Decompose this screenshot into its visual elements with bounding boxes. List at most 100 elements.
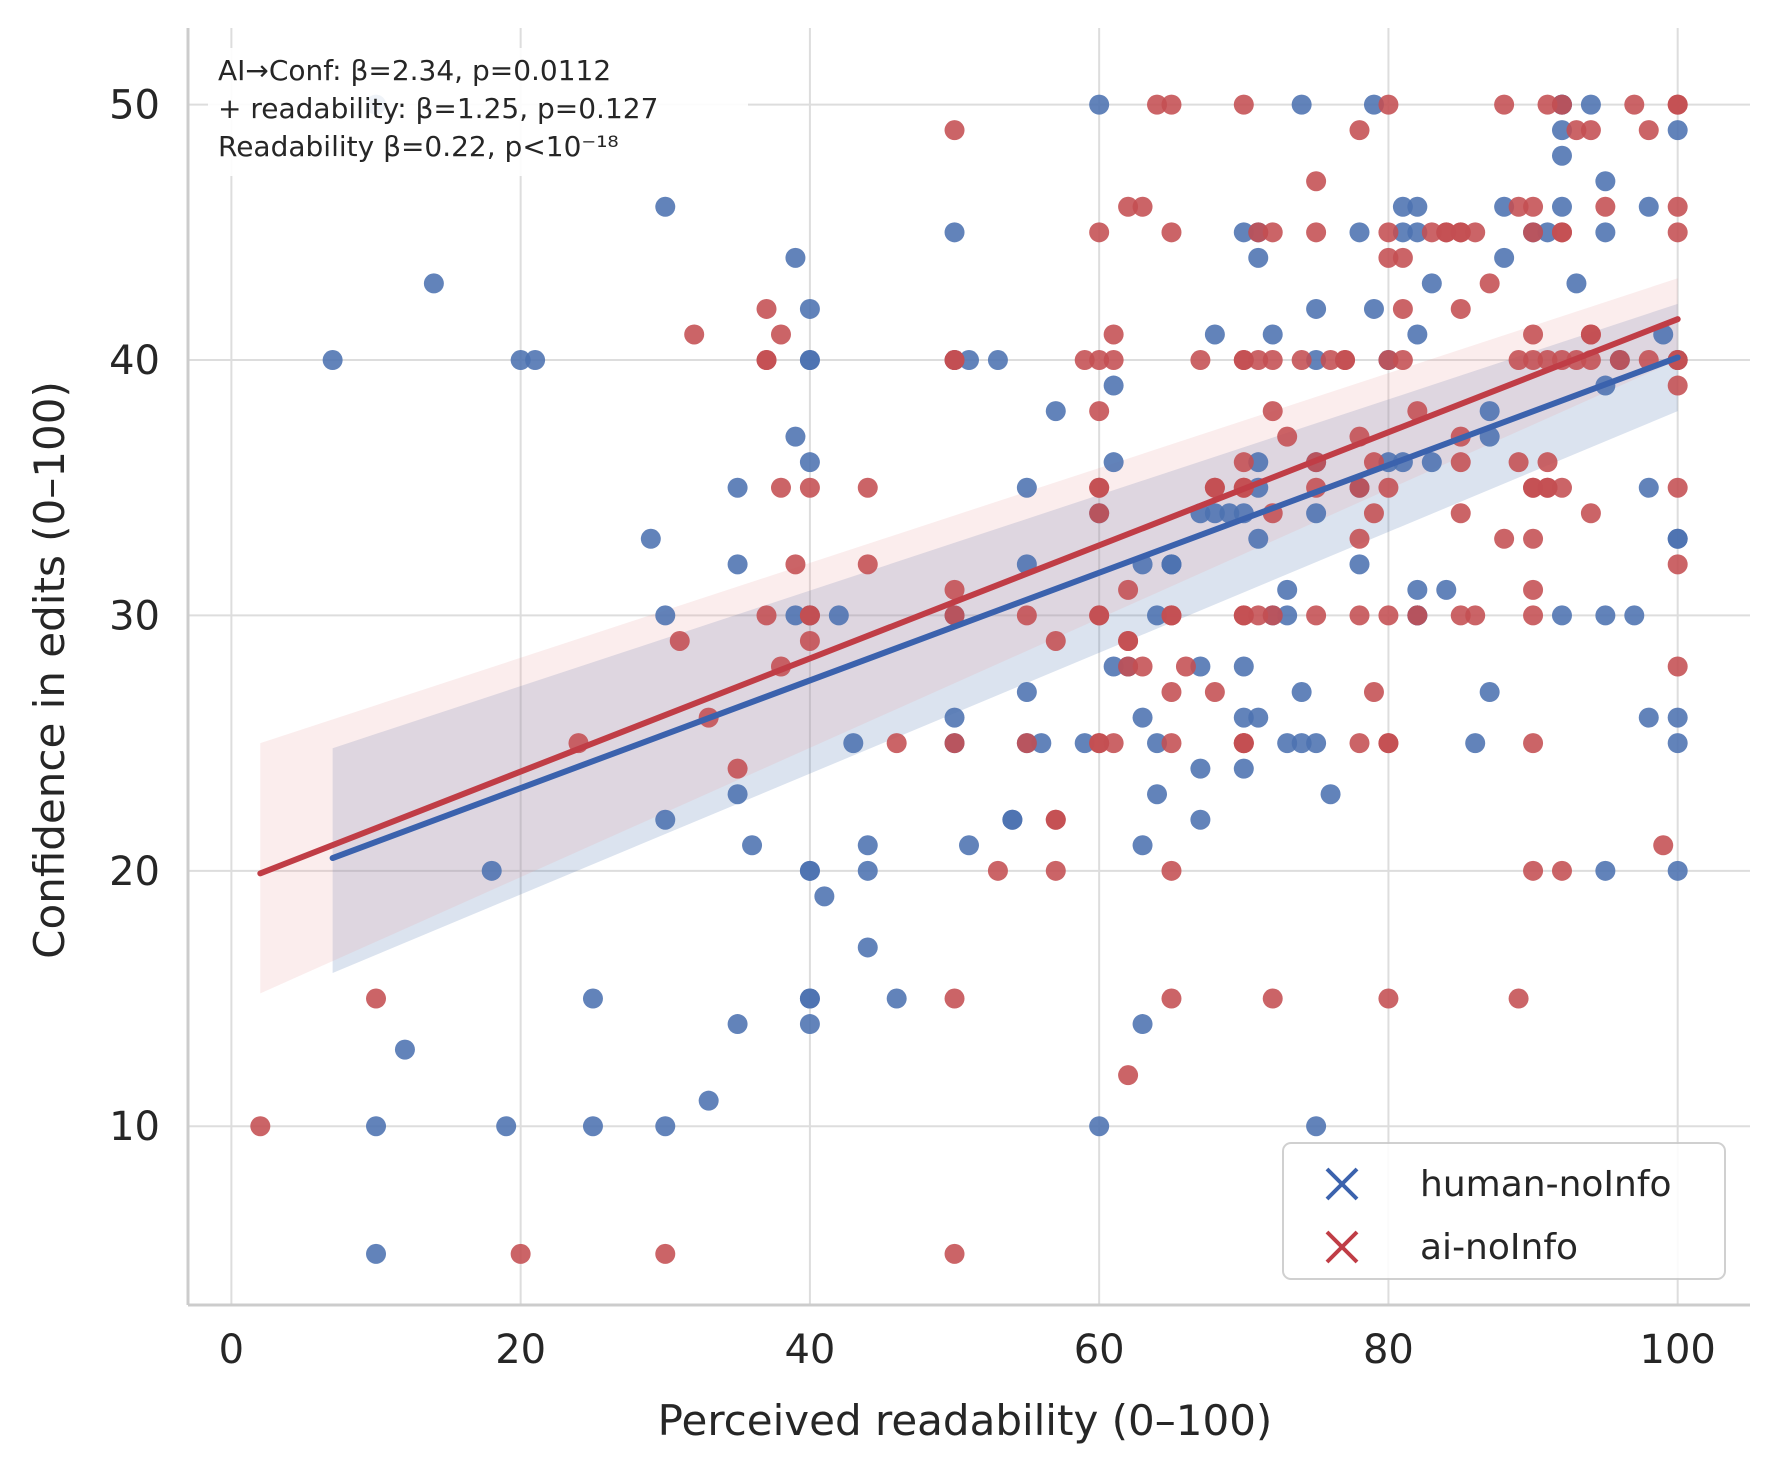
- point-human-noInfo: [1363, 298, 1384, 319]
- point-human-noInfo: [1132, 707, 1153, 728]
- point-ai-noInfo: [1378, 477, 1399, 498]
- point-ai-noInfo: [1537, 94, 1558, 115]
- point-human-noInfo: [1248, 707, 1269, 728]
- regression-line-human-noInfo: [329, 354, 1681, 862]
- point-human-noInfo: [1537, 222, 1558, 243]
- point-ai-noInfo: [1667, 375, 1688, 396]
- confidence-band-human-noInfo: [332, 303, 1678, 973]
- point-ai-noInfo: [1089, 503, 1110, 524]
- point-human-noInfo: [1233, 222, 1254, 243]
- point-human-noInfo: [582, 1116, 603, 1137]
- x-tick-label: 20: [495, 1327, 546, 1373]
- point-human-noInfo: [1595, 860, 1616, 881]
- point-ai-noInfo: [655, 1243, 676, 1264]
- point-human-noInfo: [1566, 273, 1587, 294]
- point-human-noInfo: [1349, 554, 1370, 575]
- point-ai-noInfo: [1118, 579, 1139, 600]
- point-ai-noInfo: [1089, 401, 1110, 422]
- point-human-noInfo: [742, 835, 763, 856]
- point-human-noInfo: [1204, 324, 1225, 345]
- point-ai-noInfo: [799, 630, 820, 651]
- point-ai-noInfo: [1551, 94, 1572, 115]
- point-ai-noInfo: [799, 477, 820, 498]
- point-human-noInfo: [1277, 605, 1298, 626]
- annotation-box: AI→Conf: β=2.34, p=0.0112 + readability:…: [208, 48, 748, 176]
- point-human-noInfo: [1248, 452, 1269, 473]
- point-human-noInfo: [1421, 273, 1442, 294]
- point-human-noInfo: [1190, 758, 1211, 779]
- legend-label-human-noInfo: human-noInfo: [1420, 1164, 1672, 1205]
- point-human-noInfo: [582, 988, 603, 1009]
- point-ai-noInfo: [1233, 733, 1254, 754]
- point-ai-noInfo: [1161, 222, 1182, 243]
- point-ai-noInfo: [770, 477, 791, 498]
- point-human-noInfo: [1248, 528, 1269, 549]
- point-human-noInfo: [1074, 733, 1095, 754]
- point-ai-noInfo: [1147, 94, 1168, 115]
- point-human-noInfo: [1551, 145, 1572, 166]
- point-ai-noInfo: [1089, 477, 1110, 498]
- point-ai-noInfo: [1407, 605, 1428, 626]
- point-human-noInfo: [1421, 452, 1442, 473]
- y-tick-label: 40: [109, 338, 160, 384]
- point-ai-noInfo: [1450, 452, 1471, 473]
- point-ai-noInfo: [1248, 350, 1269, 371]
- point-ai-noInfo: [1551, 860, 1572, 881]
- point-human-noInfo: [394, 1039, 415, 1060]
- annotation-background: [208, 48, 748, 176]
- point-ai-noInfo: [1551, 222, 1572, 243]
- point-human-noInfo: [799, 350, 820, 371]
- legend-marker-human-noInfo: [1325, 1167, 1359, 1201]
- point-human-noInfo: [366, 1116, 387, 1137]
- x-tick-label: 80: [1363, 1327, 1414, 1373]
- y-tick-label: 20: [109, 849, 160, 895]
- annotation-line-2: + readability: β=1.25, p=0.127: [218, 92, 658, 125]
- annotation-line-3: Readability β=0.22, p<10⁻¹⁸: [218, 130, 619, 163]
- point-ai-noInfo: [1450, 503, 1471, 524]
- point-human-noInfo: [857, 937, 878, 958]
- point-human-noInfo: [1595, 605, 1616, 626]
- legend-label-ai-noInfo: ai-noInfo: [1420, 1227, 1578, 1268]
- point-human-noInfo: [959, 835, 979, 856]
- point-ai-noInfo: [1161, 733, 1182, 754]
- point-ai-noInfo: [1262, 988, 1283, 1009]
- legend-marker-stroke: [1325, 1230, 1359, 1264]
- point-ai-noInfo: [1523, 324, 1544, 345]
- point-human-noInfo: [1638, 196, 1659, 217]
- point-ai-noInfo: [785, 554, 806, 575]
- point-human-noInfo: [1667, 528, 1688, 549]
- point-human-noInfo: [727, 1014, 748, 1035]
- point-ai-noInfo: [1204, 682, 1225, 703]
- point-ai-noInfo: [1523, 477, 1544, 498]
- regression-lines: [257, 316, 1681, 877]
- point-human-noInfo: [1580, 94, 1601, 115]
- point-human-noInfo: [1667, 733, 1688, 754]
- point-ai-noInfo: [1653, 835, 1674, 856]
- point-ai-noInfo: [1537, 477, 1558, 498]
- point-ai-noInfo: [1262, 350, 1283, 371]
- point-human-noInfo: [1291, 94, 1312, 115]
- point-human-noInfo: [1494, 196, 1515, 217]
- point-human-noInfo: [322, 350, 343, 371]
- point-ai-noInfo: [756, 350, 777, 371]
- point-ai-noInfo: [770, 324, 791, 345]
- point-ai-noInfo: [944, 579, 965, 600]
- point-ai-noInfo: [1667, 554, 1688, 575]
- y-tick-label: 10: [109, 1104, 160, 1150]
- point-ai-noInfo: [1450, 298, 1471, 319]
- point-ai-noInfo: [1103, 350, 1124, 371]
- point-ai-noInfo: [799, 605, 820, 626]
- point-human-noInfo: [785, 426, 806, 447]
- point-human-noInfo: [1219, 503, 1240, 524]
- point-ai-noInfo: [1089, 222, 1110, 243]
- point-ai-noInfo: [1089, 350, 1110, 371]
- point-human-noInfo: [944, 222, 965, 243]
- point-ai-noInfo: [1262, 605, 1283, 626]
- point-human-noInfo: [1103, 375, 1124, 396]
- point-ai-noInfo: [1045, 630, 1066, 651]
- point-ai-noInfo: [1118, 630, 1139, 651]
- point-ai-noInfo: [1161, 605, 1182, 626]
- point-human-noInfo: [1132, 835, 1153, 856]
- point-ai-noInfo: [1523, 860, 1544, 881]
- point-human-noInfo: [1089, 94, 1110, 115]
